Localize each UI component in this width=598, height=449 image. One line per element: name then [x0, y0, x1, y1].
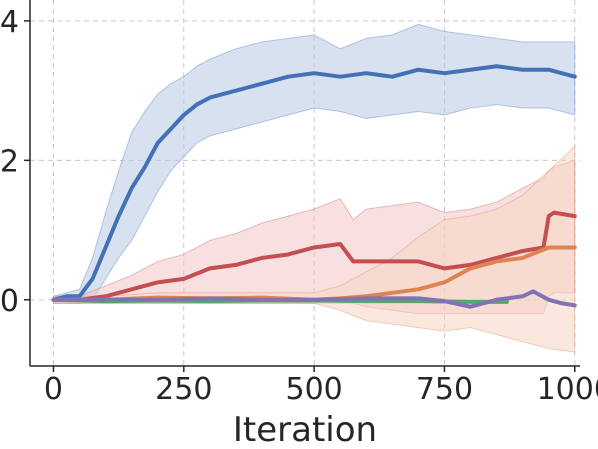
series-1-line: [51, 64, 577, 302]
axes-layer: [29, 0, 580, 367]
lines-layer: [51, 64, 577, 309]
y-tick-label: 4: [0, 5, 19, 40]
x-tick-label: 250: [155, 372, 212, 407]
series-2-line: [51, 210, 577, 302]
series-1-confidence-band: [52, 23, 576, 304]
x-axis-title: Iteration: [233, 410, 377, 449]
y-tick-label: 2: [0, 144, 19, 179]
x-tick-label: 750: [416, 372, 473, 407]
x-tick-label: 0: [44, 372, 63, 407]
series-5-line: [51, 289, 577, 309]
x-tick-label: 500: [285, 372, 342, 407]
y-tick-label: 0: [0, 284, 19, 319]
